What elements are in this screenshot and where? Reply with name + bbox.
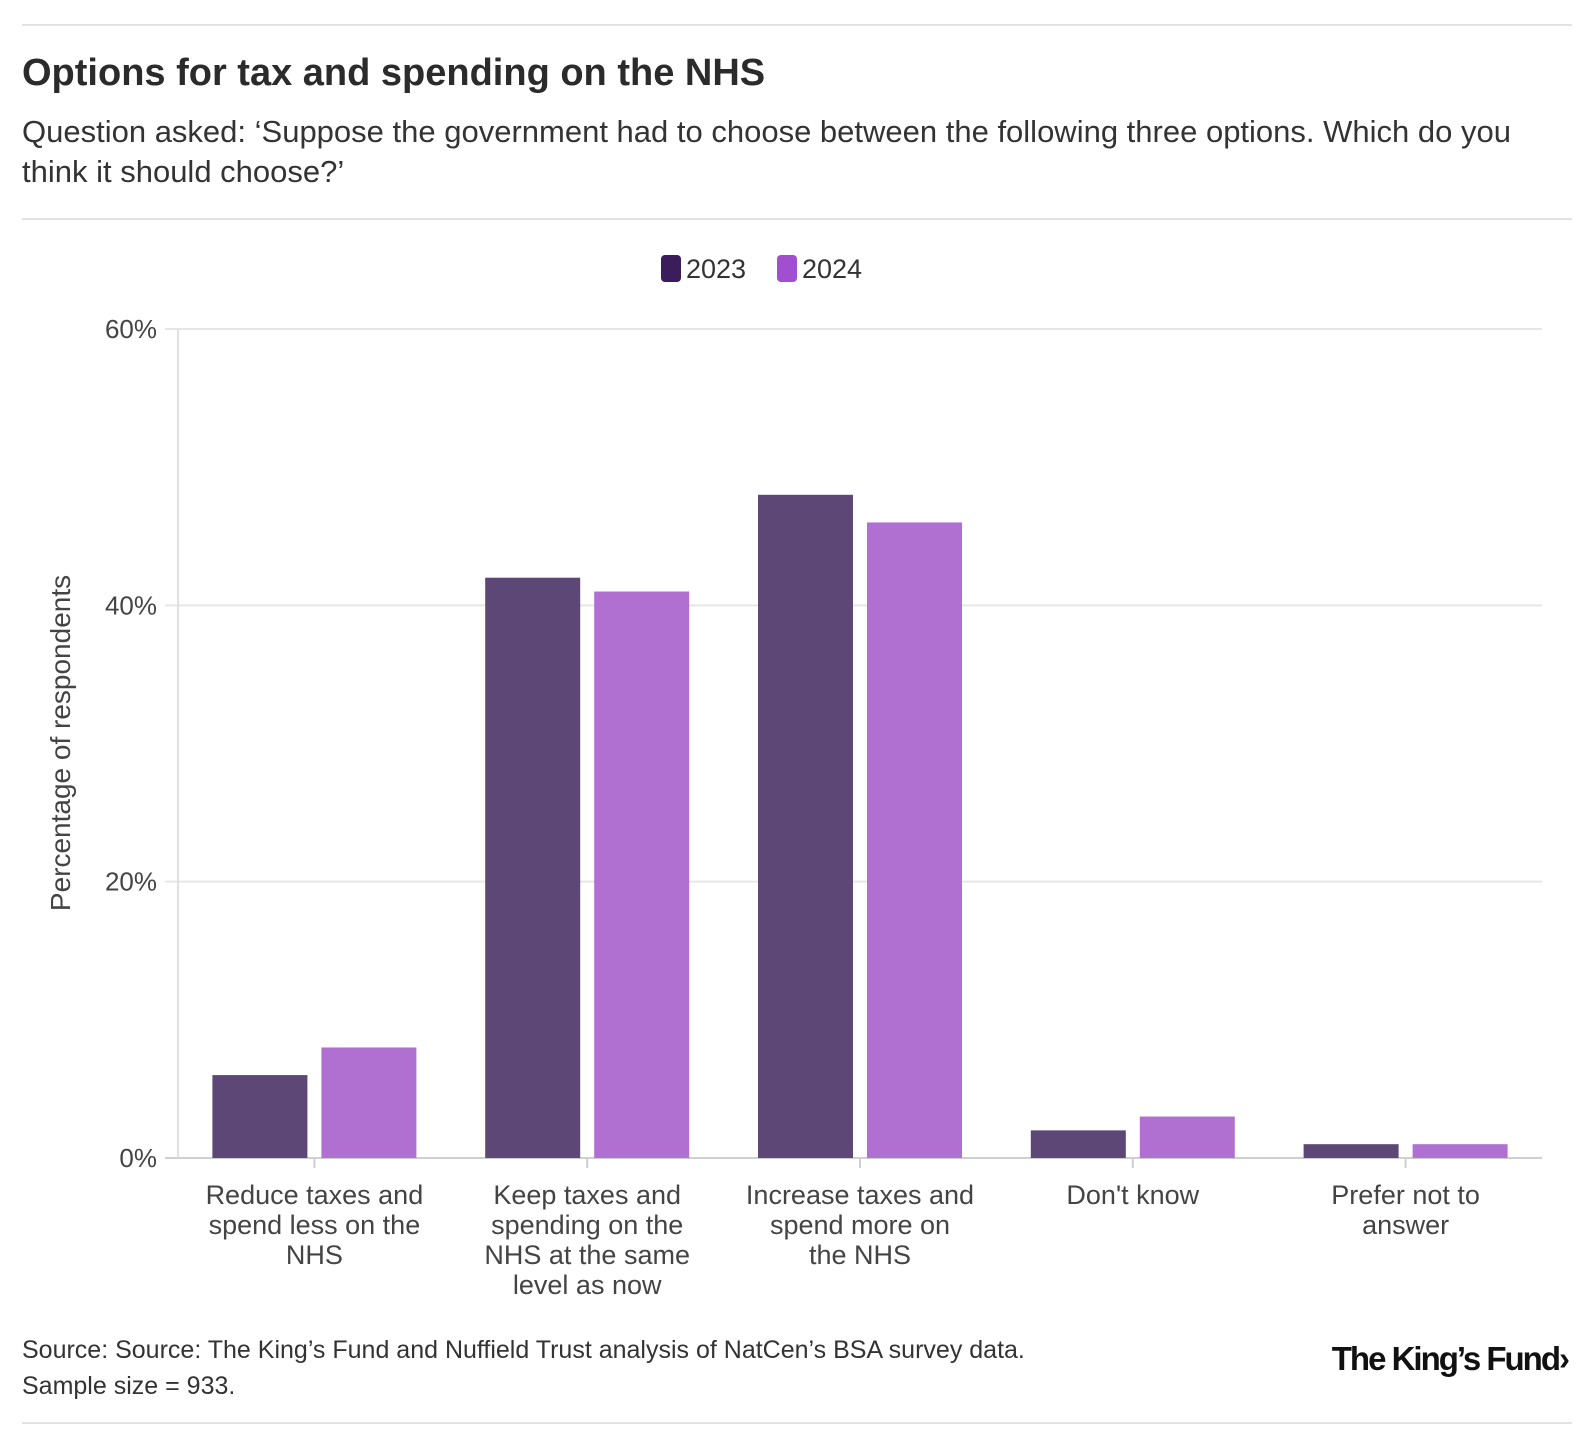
x-tick-label-line: level as now xyxy=(513,1270,662,1300)
x-tick-label: Keep taxes and spending on the NHS at the … xyxy=(484,1180,690,1300)
bar-2023-cat-1[interactable] xyxy=(212,1075,308,1158)
x-tick-label: Don't know xyxy=(1066,1180,1199,1210)
bar-2023-cat-4[interactable] xyxy=(1030,1130,1126,1158)
bar-chart: 0% 20% 40% 60% Percentage of respondents Redu… xyxy=(45,254,1542,1300)
x-tick-label-line: Keep taxes and xyxy=(493,1180,681,1210)
subtitle-rule xyxy=(22,218,1572,220)
y-axis-title: Percentage of respondents xyxy=(45,575,76,911)
x-tick-label-line: NHS at the same xyxy=(484,1240,690,1270)
bar-2023-cat-3[interactable] xyxy=(758,494,853,1158)
y-tick-label: 0% xyxy=(119,1143,157,1173)
x-tick-label-line: spend more on xyxy=(770,1210,950,1240)
x-tick-label: Reduce taxes and spend less on the NHS xyxy=(206,1180,424,1270)
legend-swatch-2023[interactable] xyxy=(661,255,681,282)
kings-fund-logo[interactable]: The King’s Fund› xyxy=(1331,1340,1570,1377)
chart-subtitle: Question asked: ‘Suppose the government … xyxy=(22,114,1511,189)
x-tick-label-line: Prefer not to xyxy=(1331,1180,1480,1210)
chart-title: Options for tax and spending on the NHS xyxy=(22,52,766,94)
x-tick-label-line: Reduce taxes and xyxy=(206,1180,424,1210)
y-tick-label: 60% xyxy=(105,314,157,344)
x-tick-label-line: spend less on the xyxy=(209,1210,421,1240)
source-note: Source: Source: The King’s Fund and Nuff… xyxy=(22,1336,1025,1364)
footer-source: Source: Source: The King’s Fund and Nuff… xyxy=(22,1332,1222,1404)
bar-2024-cat-4[interactable] xyxy=(1139,1116,1235,1158)
x-tick-label: Prefer not to answer xyxy=(1331,1180,1480,1240)
bar-2024-cat-3[interactable] xyxy=(867,522,962,1158)
y-tick-label: 20% xyxy=(105,867,157,897)
legend-label-2024[interactable]: 2024 xyxy=(802,254,862,284)
top-rule xyxy=(22,24,1572,26)
x-tick-label-line: answer xyxy=(1362,1210,1449,1240)
bottom-rule xyxy=(22,1422,1572,1424)
bar-2024-cat-2[interactable] xyxy=(594,591,690,1158)
bar-2024-cat-5[interactable] xyxy=(1412,1144,1508,1158)
x-tick-label-line: NHS xyxy=(286,1240,343,1270)
bar-2023-cat-2[interactable] xyxy=(485,577,581,1158)
x-tick-label: Increase taxes and spend more on the NHS xyxy=(746,1180,974,1270)
x-tick-label-line: spending on the xyxy=(491,1210,683,1240)
legend-swatch-2024[interactable] xyxy=(777,255,797,282)
bar-2024-cat-1[interactable] xyxy=(321,1047,417,1158)
y-tick-label: 40% xyxy=(105,590,157,620)
x-tick-label-line: Increase taxes and xyxy=(746,1180,974,1210)
bar-2023-cat-5[interactable] xyxy=(1303,1144,1399,1158)
sample-size-note: Sample size = 933. xyxy=(22,1372,236,1400)
x-tick-label-line: Don't know xyxy=(1066,1180,1199,1210)
legend-label-2023[interactable]: 2023 xyxy=(686,254,746,284)
x-tick-label-line: the NHS xyxy=(809,1240,911,1270)
